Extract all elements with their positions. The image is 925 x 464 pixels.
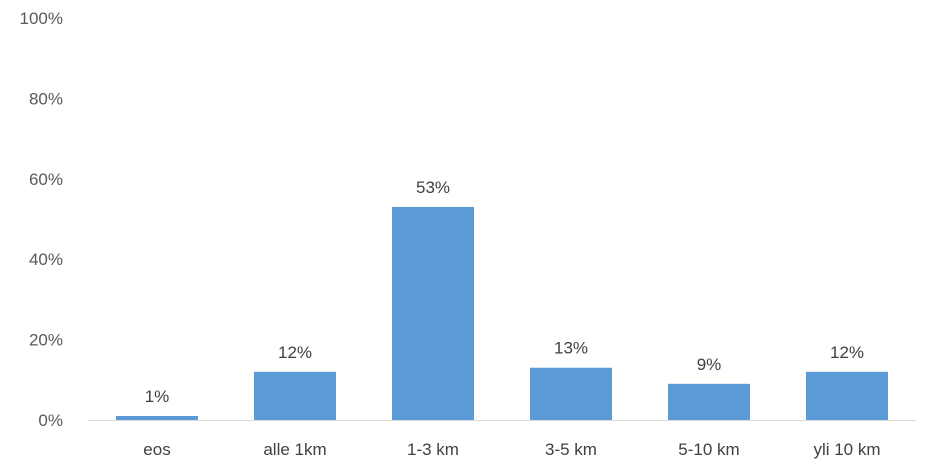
x-category-label: 3-5 km <box>545 440 597 459</box>
y-tick-label: 0% <box>38 411 63 430</box>
bar <box>392 206 474 420</box>
bar-value-label: 9% <box>697 355 722 374</box>
bar-value-label: 13% <box>554 339 588 358</box>
bar-value-label: 53% <box>416 178 450 197</box>
bar <box>530 367 612 420</box>
y-tick-label: 40% <box>29 250 63 269</box>
y-tick-label: 20% <box>29 331 63 350</box>
y-tick-label: 60% <box>29 170 63 189</box>
y-tick-label: 80% <box>29 89 63 108</box>
data-labels: 1% 12% 53% 13% 9% 12% <box>145 178 864 406</box>
x-axis-category-labels: eos alle 1km 1-3 km 3-5 km 5-10 km yli 10 km <box>143 440 880 459</box>
x-category-label: 5-10 km <box>678 440 739 459</box>
y-tick-label: 100% <box>20 9 63 28</box>
x-category-label: 1-3 km <box>407 440 459 459</box>
y-axis-tick-labels: 0% 20% 40% 60% 80% 100% <box>20 9 63 430</box>
bar <box>806 371 888 420</box>
bar <box>254 371 336 420</box>
bar-value-label: 12% <box>278 343 312 362</box>
bar <box>116 415 198 420</box>
bar-value-label: 12% <box>830 343 864 362</box>
bar-value-label: 1% <box>145 387 170 406</box>
x-category-label: alle 1km <box>263 440 326 459</box>
bar <box>668 383 750 420</box>
x-category-label: yli 10 km <box>813 440 880 459</box>
x-category-label: eos <box>143 440 170 459</box>
bars <box>116 206 888 420</box>
